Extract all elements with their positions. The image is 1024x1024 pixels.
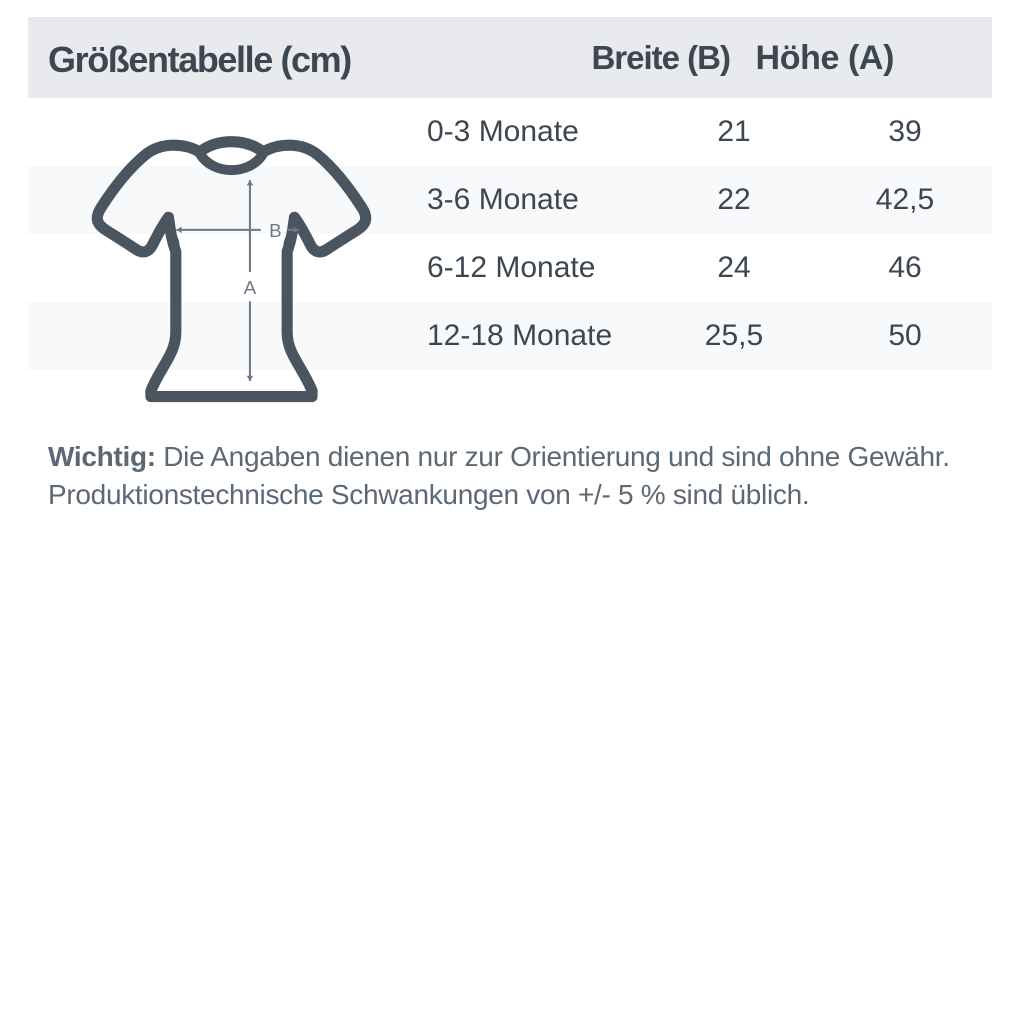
svg-text:B: B	[269, 220, 282, 241]
svg-text:A: A	[244, 277, 257, 298]
